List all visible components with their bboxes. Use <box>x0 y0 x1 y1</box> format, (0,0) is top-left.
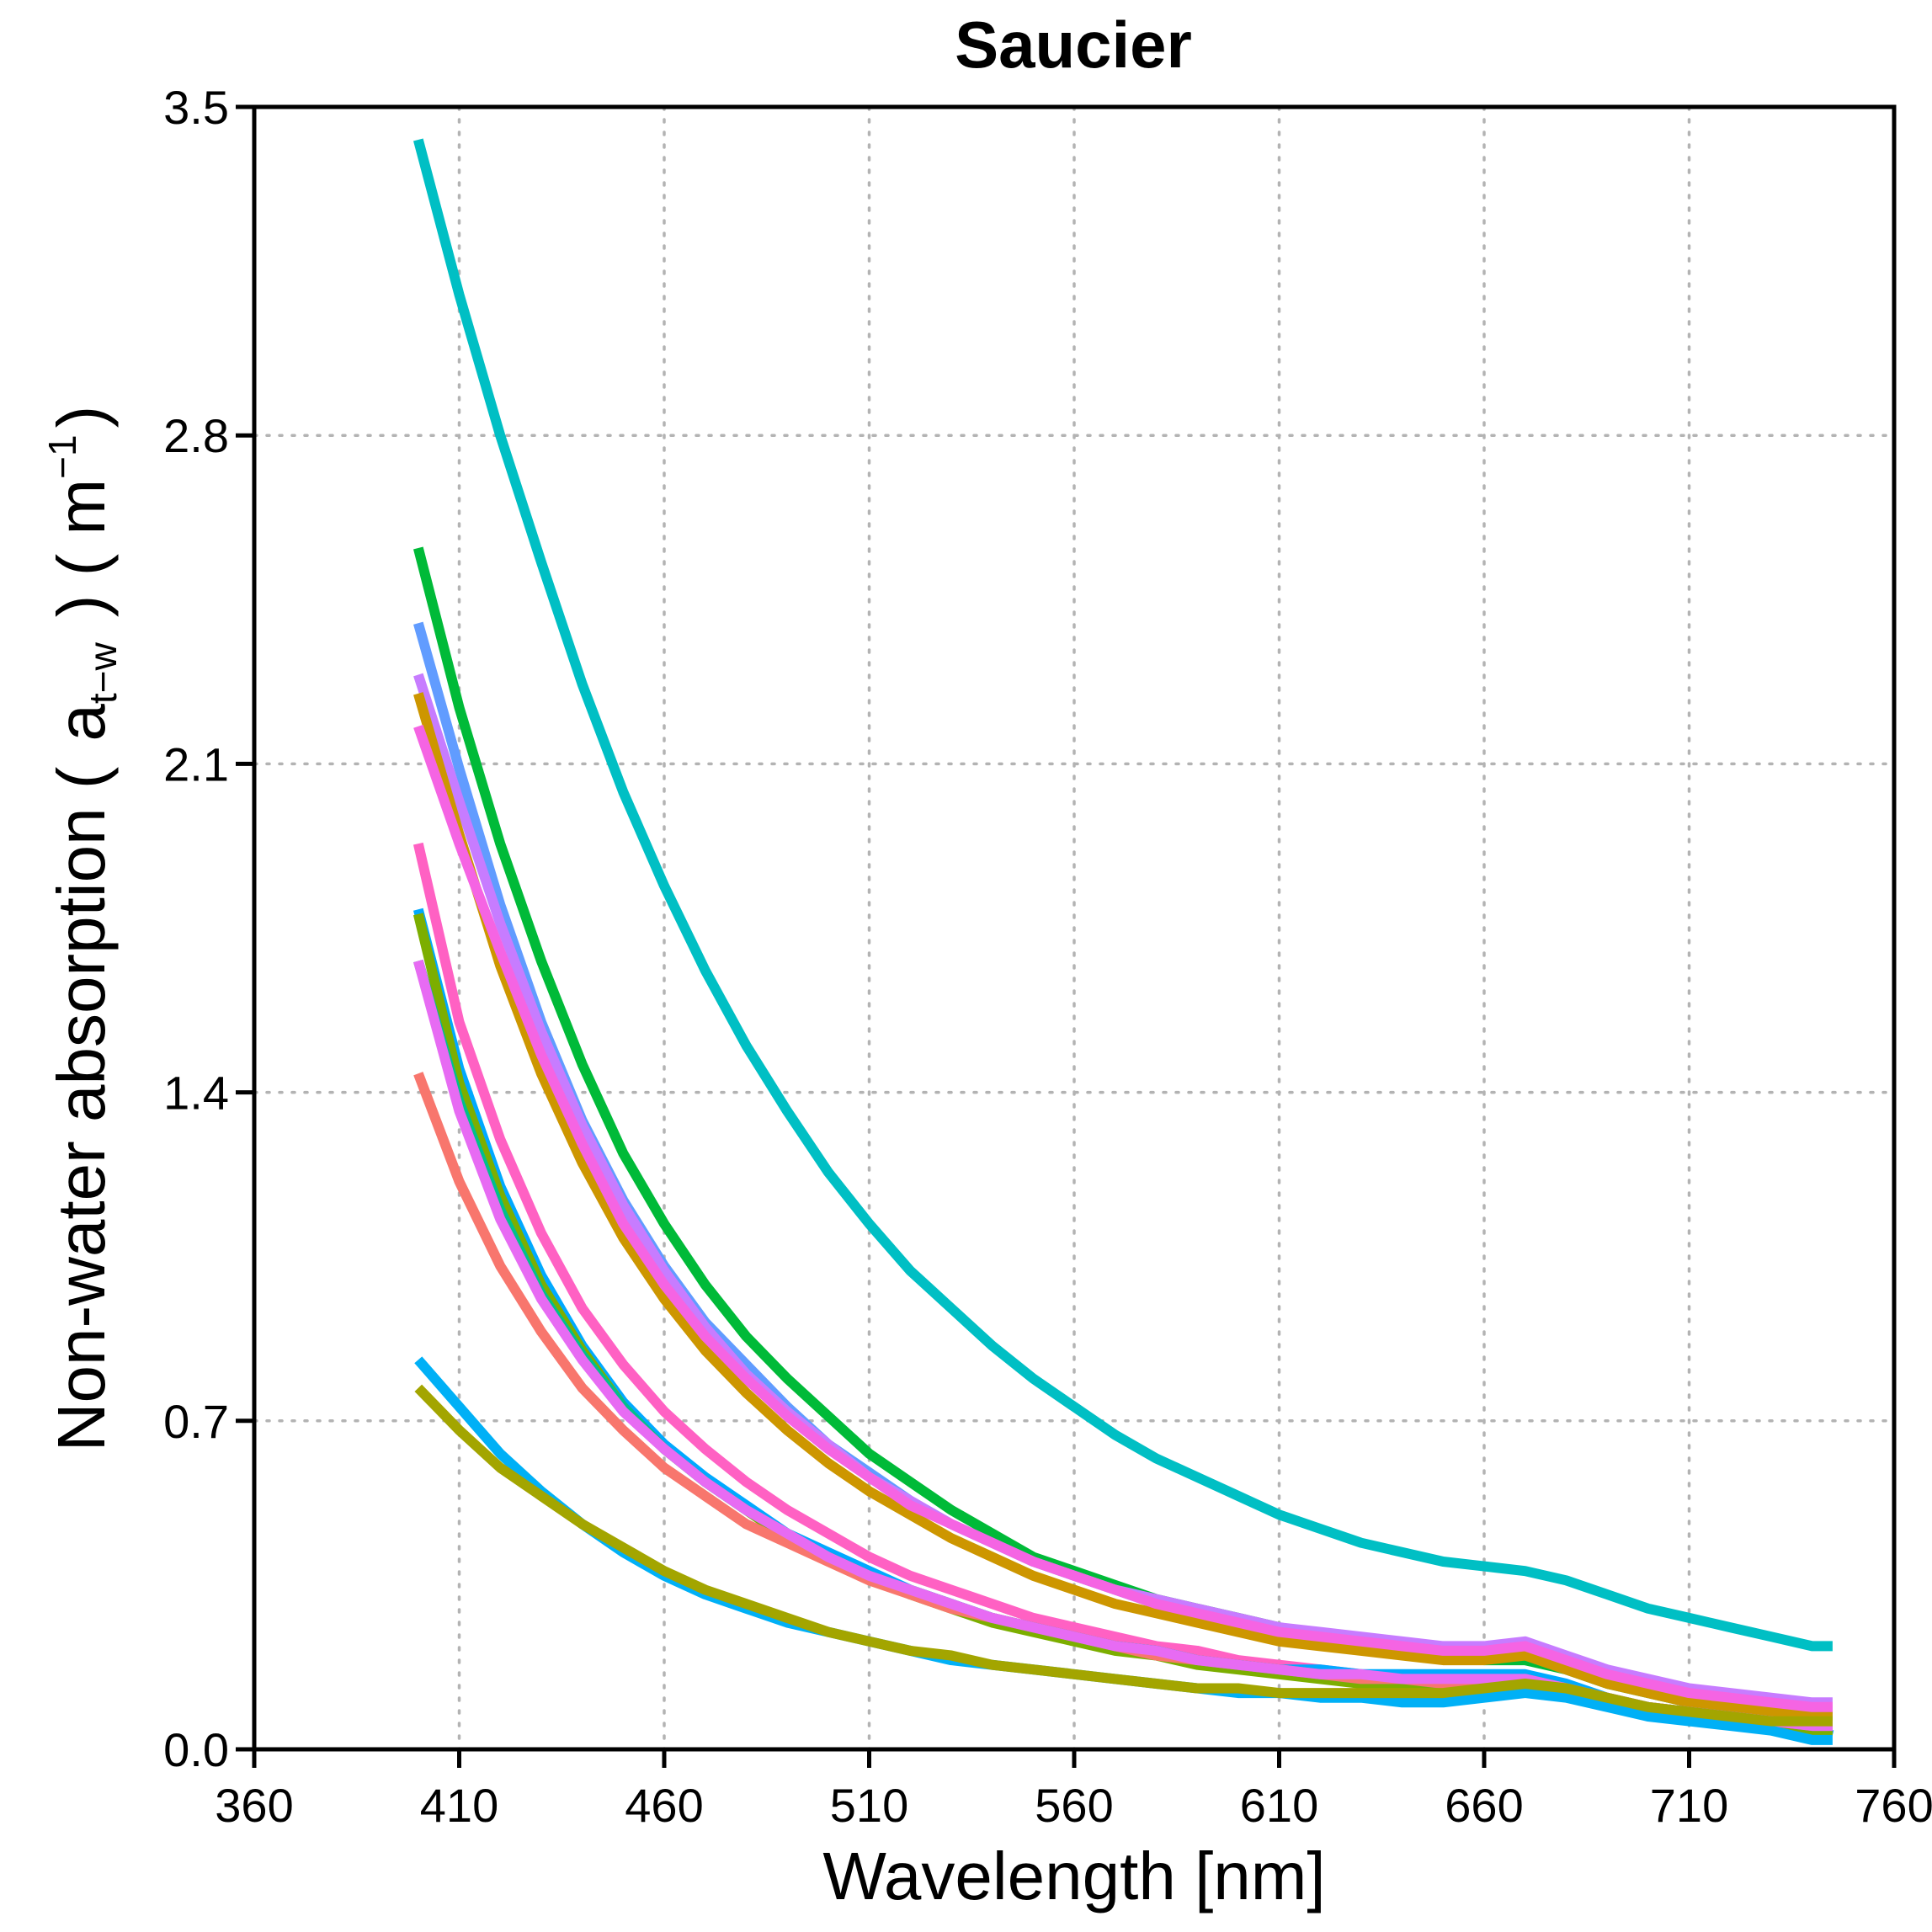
y-tick-label: 2.8 <box>163 409 229 462</box>
y-tick-label: 1.4 <box>163 1067 229 1120</box>
x-tick-label: 610 <box>1240 1779 1318 1832</box>
y-axis-title-symbol: a <box>44 704 119 742</box>
y-axis-title-subscript: t−w <box>81 641 125 704</box>
y-axis-title-prefix: Non-water absorption ( <box>44 766 119 1451</box>
series-line-5 <box>413 692 1833 1722</box>
y-axis-title-superscript: −1 <box>40 434 84 478</box>
x-tick-label: 560 <box>1035 1779 1113 1832</box>
series-line-1 <box>412 138 1833 1652</box>
y-axis-title-middle: ) ( m <box>44 479 119 617</box>
grid <box>253 105 1896 1751</box>
x-tick-label: 760 <box>1855 1779 1932 1832</box>
x-tick-label: 510 <box>830 1779 908 1832</box>
y-tick-label: 0.0 <box>163 1723 229 1776</box>
x-tick-label: 660 <box>1445 1779 1523 1832</box>
y-tick-label: 0.7 <box>163 1395 229 1448</box>
series-line-14 <box>414 1384 1833 1727</box>
x-tick-label: 360 <box>215 1779 293 1832</box>
y-tick-label: 3.5 <box>163 81 229 134</box>
y-axis-title-suffix: ) <box>44 406 119 428</box>
axis-ticks: 360 410 460 510 560 610 660 710 760 0.0 0.7 1.4 2.1 2… <box>163 81 1932 1832</box>
series-line-6 <box>413 724 1833 1712</box>
x-tick-label: 410 <box>420 1779 498 1832</box>
chart-title: Saucier <box>955 8 1192 82</box>
x-tick-label: 460 <box>625 1779 703 1832</box>
x-axis-title: Wavelength [nm] <box>822 1839 1325 1913</box>
y-tick-label: 2.1 <box>163 737 229 790</box>
series-group <box>412 138 1834 1745</box>
x-tick-label: 710 <box>1650 1779 1728 1832</box>
y-axis-title: Non-water absorption ( at−w ) ( m−1) <box>40 406 125 1452</box>
